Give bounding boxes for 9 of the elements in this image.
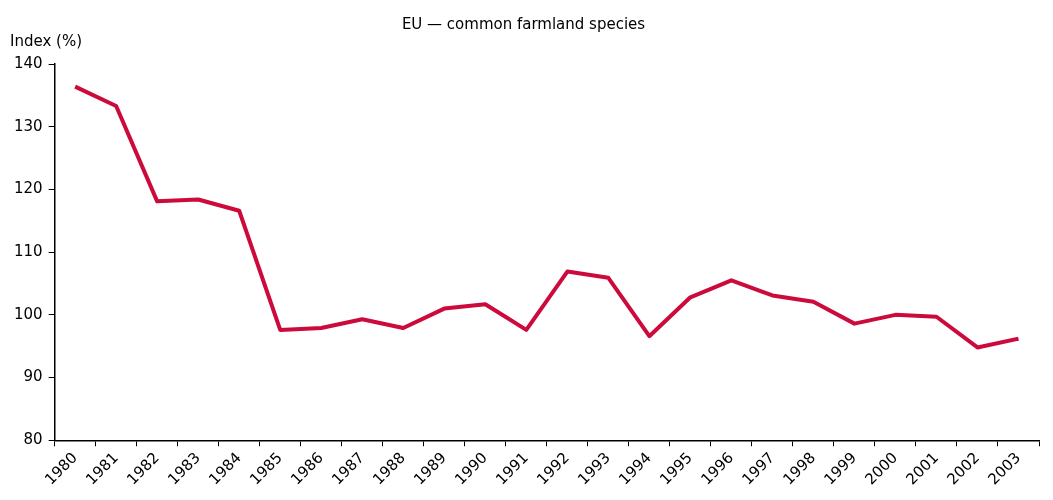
y-tick-label: 80 — [23, 430, 43, 449]
y-tick-label: 110 — [13, 242, 43, 261]
y-tick-label: 90 — [23, 367, 43, 386]
y-tick-label: 100 — [13, 304, 43, 323]
chart-title: EU — common farmland species — [401, 14, 646, 33]
y-axis-title: Index (%) — [10, 32, 83, 51]
y-tick-label: 140 — [13, 53, 43, 72]
y-tick-label: 130 — [13, 116, 43, 135]
y-tick-label: 120 — [13, 179, 43, 198]
